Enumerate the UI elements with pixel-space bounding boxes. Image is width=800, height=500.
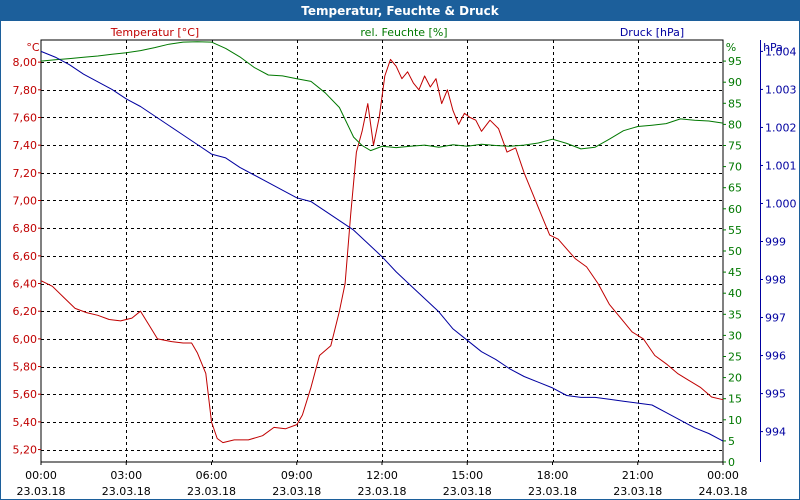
- time-tick-label: 09:00: [281, 469, 313, 482]
- time-tick-label: 21:00: [622, 469, 654, 482]
- temperature-tick-label: 6,80: [13, 222, 38, 235]
- date-tick-label: 23.03.18: [528, 485, 577, 498]
- date-tick-label: 23.03.18: [443, 485, 492, 498]
- temperature-tick-label: 6,20: [13, 305, 38, 318]
- time-tick-label: 00:00: [25, 469, 57, 482]
- series-humidity: [40, 41, 724, 152]
- date-tick-label: 23.03.18: [102, 485, 151, 498]
- time-axis: 00:00 23.03.18 03:00 23.03.18 06:00 23.03.18 0…: [17, 462, 748, 498]
- temperature-tick-label: 6,60: [13, 250, 38, 263]
- humidity-axis-label: rel. Feuchte [%]: [360, 26, 447, 39]
- date-tick-label: 23.03.18: [358, 485, 407, 498]
- temperature-unit: °C: [26, 41, 40, 54]
- humidity-tick-label: 30: [728, 329, 742, 342]
- pressure-axis-label: Druck [hPa]: [620, 26, 684, 39]
- humidity-tick-label: 5: [728, 435, 735, 448]
- humidity-tick-label: 70: [728, 161, 742, 174]
- humidity-tick-label: 40: [728, 287, 742, 300]
- series-pressure: [40, 50, 724, 442]
- series-lines: [40, 41, 724, 444]
- date-tick-label: 23.03.18: [272, 485, 321, 498]
- humidity-tick-label: 95: [728, 55, 742, 68]
- temperature-tick-label: 7,00: [13, 194, 38, 207]
- time-tick-label: 00:00: [707, 469, 739, 482]
- date-tick-label: 23.03.18: [613, 485, 662, 498]
- pressure-axis: 994 995 996 997 998 999 1.000 1.001 1.002 1.003 1.…: [760, 40, 797, 462]
- humidity-tick-label: 90: [728, 76, 742, 89]
- humidity-tick-label: 35: [728, 308, 742, 321]
- pressure-tick-label: 999: [765, 235, 786, 248]
- date-tick-label: 23.03.18: [17, 485, 66, 498]
- series-temperature: [40, 58, 724, 444]
- temperature-tick-label: 6,00: [13, 333, 38, 346]
- humidity-tick-label: 85: [728, 97, 742, 110]
- humidity-unit: %: [726, 41, 736, 54]
- temperature-tick-label: 7,40: [13, 139, 38, 152]
- humidity-tick-label: 20: [728, 372, 742, 385]
- pressure-tick-label: 998: [765, 274, 786, 287]
- humidity-tick-label: 15: [728, 393, 742, 406]
- time-tick-label: 12:00: [366, 469, 398, 482]
- window-title: Temperatur, Feuchte & Druck: [1, 1, 799, 21]
- temperature-tick-label: 6,40: [13, 278, 38, 291]
- humidity-tick-label: 80: [728, 118, 742, 131]
- temperature-tick-label: 8,00: [13, 56, 38, 69]
- pressure-tick-label: 995: [765, 388, 786, 401]
- temperature-tick-label: 5,80: [13, 361, 38, 374]
- humidity-tick-label: 50: [728, 245, 742, 258]
- pressure-tick-label: 1.000: [765, 197, 797, 210]
- humidity-tick-label: 55: [728, 224, 742, 237]
- humidity-tick-label: 25: [728, 351, 742, 364]
- time-tick-label: 18:00: [537, 469, 569, 482]
- time-tick-label: 15:00: [451, 469, 483, 482]
- temperature-tick-label: 7,80: [13, 84, 38, 97]
- time-tick-label: 06:00: [196, 469, 228, 482]
- temperature-axis-label: Temperatur [°C]: [110, 26, 199, 39]
- humidity-tick-label: 75: [728, 140, 742, 153]
- temperature-tick-label: 5,60: [13, 388, 38, 401]
- humidity-axis: 0 5 10 15 20 25 30 35 40 45 50 55 60 65 70 75 80 85 90 95: [723, 55, 742, 469]
- time-tick-label: 03:00: [110, 469, 142, 482]
- pressure-tick-label: 996: [765, 350, 786, 363]
- temperature-tick-label: 7,20: [13, 167, 38, 180]
- pressure-tick-label: 994: [765, 426, 786, 439]
- humidity-tick-label: 60: [728, 203, 742, 216]
- pressure-tick-label: 1.002: [765, 121, 797, 134]
- humidity-tick-label: 0: [728, 456, 735, 469]
- temperature-axis: 5,20 5,40 5,60 5,80 6,00 6,20 6,40 6,60 6,80 7,00…: [13, 56, 41, 457]
- pressure-tick-label: 997: [765, 312, 786, 325]
- pressure-unit: hPa: [763, 41, 783, 54]
- temperature-tick-label: 5,40: [13, 416, 38, 429]
- pressure-tick-label: 1.003: [765, 83, 797, 96]
- temperature-tick-label: 7,60: [13, 111, 38, 124]
- date-tick-label: 23.03.18: [187, 485, 236, 498]
- humidity-tick-label: 65: [728, 182, 742, 195]
- humidity-tick-label: 10: [728, 414, 742, 427]
- humidity-tick-label: 45: [728, 266, 742, 279]
- temperature-tick-label: 5,20: [13, 444, 38, 457]
- grid-lines: [41, 40, 723, 462]
- pressure-tick-label: 1.001: [765, 159, 797, 172]
- date-tick-label: 24.03.18: [699, 485, 748, 498]
- pressure-tick-label: 1.004: [765, 45, 797, 58]
